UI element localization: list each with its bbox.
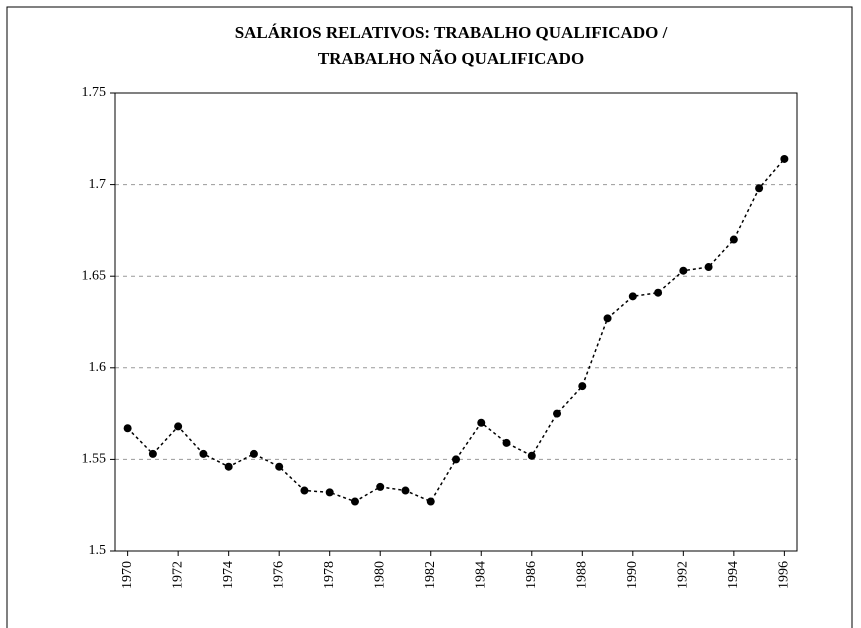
x-tick-label: 1986 xyxy=(524,561,539,589)
y-tick-label: 1.65 xyxy=(82,268,107,283)
point xyxy=(452,455,460,464)
point xyxy=(477,418,486,427)
y-tick-label: 1.7 xyxy=(89,177,107,192)
y-tick-label: 1.5 xyxy=(89,543,107,558)
chart-title: TRABALHO NÃO QUALIFICADO xyxy=(318,49,584,68)
point xyxy=(729,235,738,244)
point xyxy=(578,382,587,391)
point xyxy=(755,184,764,193)
x-tick-label: 1988 xyxy=(575,561,590,589)
x-tick-label: 1992 xyxy=(676,561,691,589)
x-tick-label: 1996 xyxy=(777,561,792,589)
chart-title: SALÁRIOS RELATIVOS: TRABALHO QUALIFICADO… xyxy=(235,23,668,42)
frame xyxy=(6,6,853,628)
x-tick-label: 1990 xyxy=(625,561,640,589)
x-tick-label: 1974 xyxy=(221,561,236,589)
y-tick-label: 1.55 xyxy=(82,452,107,467)
x-tick-label: 1972 xyxy=(170,561,185,589)
point xyxy=(401,486,410,495)
point xyxy=(300,486,309,495)
point xyxy=(654,288,663,297)
point xyxy=(679,266,688,275)
point xyxy=(603,314,612,323)
point xyxy=(249,449,258,458)
point xyxy=(199,449,208,458)
point xyxy=(376,482,385,491)
x-tick-label: 1978 xyxy=(322,561,337,589)
x-tick-label: 1980 xyxy=(372,561,387,589)
plot-area xyxy=(114,92,798,552)
line xyxy=(127,158,785,503)
x-tick-label: 1994 xyxy=(726,561,741,589)
point xyxy=(628,292,637,301)
point xyxy=(502,438,511,447)
point xyxy=(527,451,536,460)
point xyxy=(224,462,233,471)
point xyxy=(275,462,284,471)
point xyxy=(704,263,713,272)
point xyxy=(553,409,562,418)
y-tick-label: 1.75 xyxy=(82,85,107,100)
x-tick-label: 1970 xyxy=(120,561,135,589)
x-tick-label: 1982 xyxy=(423,561,438,589)
x-tick-label: 1976 xyxy=(271,561,286,589)
point xyxy=(123,424,132,433)
point xyxy=(426,497,435,506)
point xyxy=(148,449,157,458)
y-tick-label: 1.6 xyxy=(89,360,107,375)
x-tick-label: 1984 xyxy=(473,561,488,589)
point xyxy=(174,422,183,431)
point xyxy=(350,497,359,506)
point xyxy=(325,488,334,497)
point xyxy=(780,154,789,163)
